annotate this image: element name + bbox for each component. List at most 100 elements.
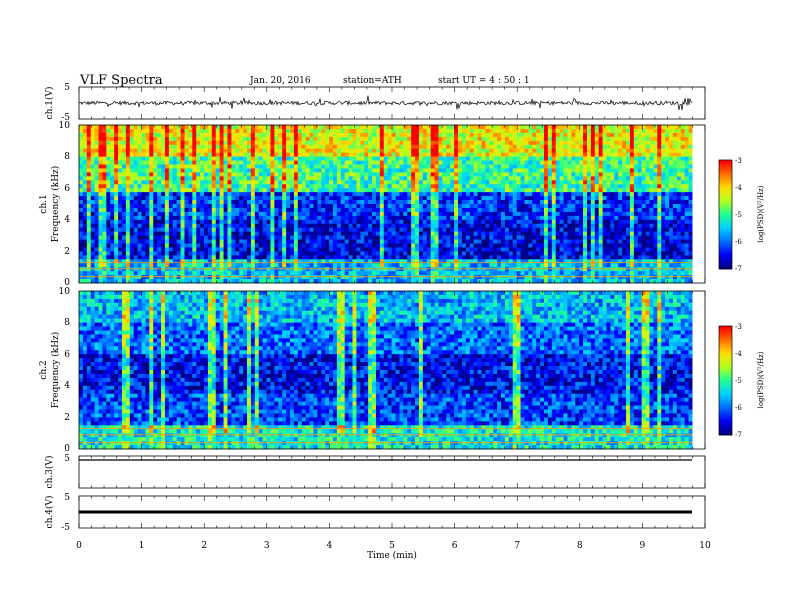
spectrogram-cell [415,235,420,240]
spectrogram-cell [235,168,240,173]
spectrogram-cell [82,132,88,138]
spectrogram-cell [422,231,428,236]
spectrogram-cell [485,255,490,260]
spectrogram-cell [157,172,162,177]
spectrogram-cell [86,231,92,236]
spectrogram-cell [403,180,408,185]
spectrogram-cell [274,125,279,130]
spectrogram-cell [528,207,533,213]
spectrogram-cell [512,227,517,232]
spectrogram-cell [274,267,279,272]
spectrogram-cell [458,259,463,264]
spectrogram-cell [356,243,361,248]
spectrogram-cell [379,215,385,221]
spectrogram-cell [344,219,349,225]
spectrogram-cell [461,144,467,149]
spectrogram-cell [356,196,361,201]
spectrogram-cell [329,207,334,213]
spectrogram-cell [192,251,197,256]
spectrogram-cell [196,168,201,173]
spectrogram-cell [227,168,232,173]
spectrogram-cell [118,243,123,248]
spectrogram-cell [145,156,150,161]
spectrogram-cell [301,227,306,232]
spectrogram-cell [563,125,568,130]
spectrogram-cell [243,263,248,268]
spectrogram-cell [469,267,474,272]
spectrogram-cell [250,259,256,264]
spectrogram-cell [239,196,244,201]
spectrogram-cell [536,172,541,177]
spectrogram-cell [262,188,267,193]
spectrogram-cell [106,128,111,134]
spectrogram-cell [426,192,431,197]
spectrogram-cell [286,271,291,276]
spectrogram-cell [375,188,381,193]
spectrogram-cell [274,160,279,165]
spectrogram-cell [555,188,560,193]
spectrogram-cell [391,267,396,272]
spectrogram-cell [164,168,170,173]
spectrogram-cell [512,247,517,252]
spectrogram-cell [247,211,252,217]
spectrogram-cell [450,128,455,134]
spectrogram-cell [168,235,174,240]
spectrogram-cell [200,211,205,217]
spectrogram-cell [262,239,267,244]
spectrogram-cell [106,168,111,173]
spectrogram-cell [501,128,506,134]
spectrogram-cell [98,275,103,280]
spectrogram-cell [379,156,385,161]
spectrogram-cell [305,251,310,256]
spectrogram-cell [301,172,306,177]
spectrogram-cell [461,168,467,173]
spectrogram-cell [418,164,424,169]
spectrogram-cell [469,144,474,149]
spectrogram-cell [356,267,361,272]
spectrogram-cell [145,148,150,153]
spectrogram-cell [176,180,181,185]
spectrogram-cell [301,144,306,149]
spectrogram-cell [458,184,463,189]
spectrogram-cell [145,215,150,221]
spectrogram-cell [79,247,84,252]
spectrogram-cell [461,156,467,161]
spectrogram-cell [493,200,498,205]
spectrogram-cell [133,192,138,197]
spectrogram-cell [540,239,545,244]
spectrogram-cell [332,247,338,252]
spectrogram-cell [297,136,303,142]
spectrogram-cell [196,231,201,236]
spectrogram-cell [524,223,529,228]
spectrogram-cell [497,247,502,252]
spectrogram-cell [317,128,322,134]
spectrogram-cell [438,275,443,280]
spectrogram-cell [235,144,240,149]
spectrogram-cell [461,148,467,153]
spectrogram-cell [188,140,193,146]
spectrogram-cell [141,227,146,232]
spectrogram-cell [270,243,275,248]
spectrogram-cell [399,247,404,252]
spectrogram-cell [247,267,252,272]
spectrogram-cell [356,132,361,138]
spectrogram-cell [458,239,463,244]
spectrogram-cell [559,219,564,225]
spectrogram-cell [497,136,502,142]
spectrogram-cell [368,215,373,221]
spectrogram-cell [82,223,88,228]
spectrogram-cell [118,196,123,201]
spectrogram-cell [188,180,193,185]
spectrogram-cell [348,255,353,260]
spectrogram-cell [372,144,377,149]
spectrogram-cell [133,140,138,146]
spectrogram-cell [512,128,517,134]
spectrogram-cell [403,259,408,264]
spectrogram-cell [454,251,459,256]
spectrogram-cell [301,251,306,256]
spectrogram-cell [86,176,92,181]
spectrogram-cell [305,204,310,209]
spectrogram-cell [344,128,349,134]
spectrogram-cell [321,255,326,260]
